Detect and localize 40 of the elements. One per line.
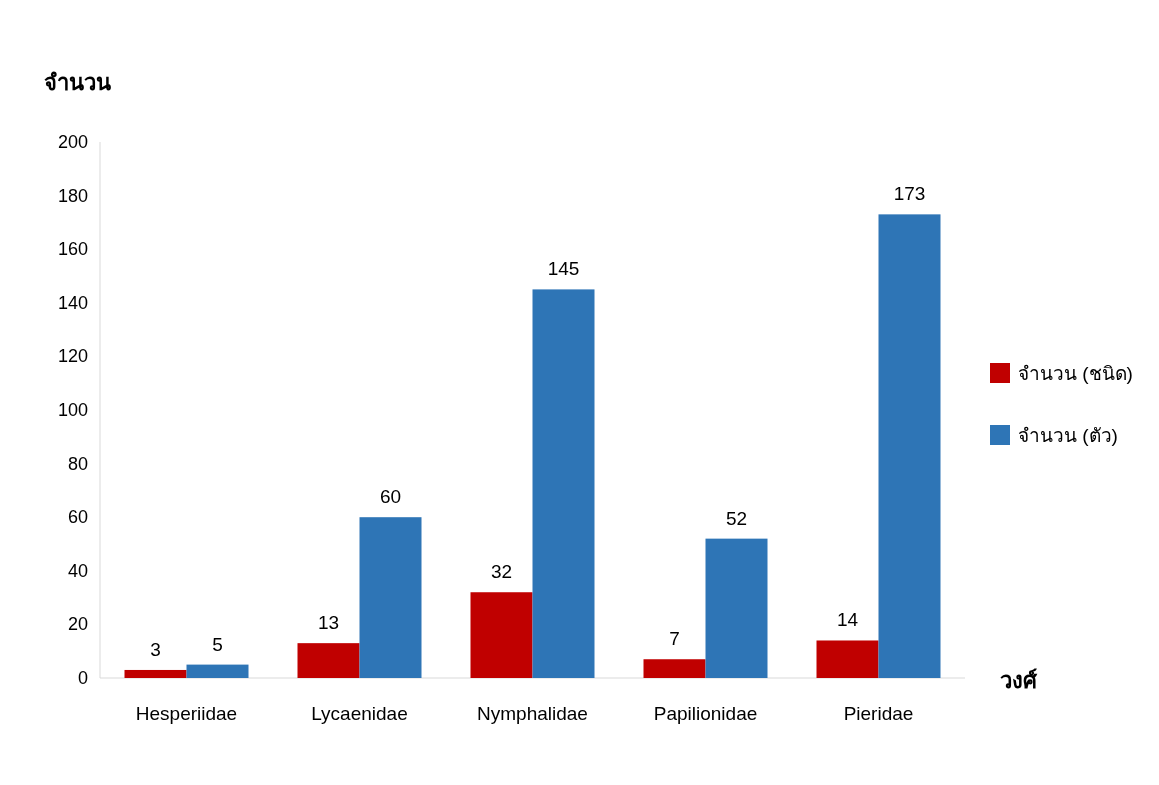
- bar: [359, 517, 422, 678]
- bar: [124, 669, 187, 678]
- data-label: 3: [150, 638, 161, 660]
- bar: [643, 659, 706, 678]
- data-label: 7: [669, 628, 680, 650]
- data-label: 52: [725, 507, 748, 529]
- data-label: 13: [317, 612, 340, 634]
- x-tick-label: Papilionidae: [653, 703, 758, 724]
- data-label: 173: [893, 183, 926, 205]
- x-tick-label: Lycaenidae: [311, 703, 408, 724]
- bar: [705, 538, 768, 678]
- data-label: 60: [379, 486, 402, 508]
- legend-label: จำนวน (ชนิด): [1018, 363, 1133, 384]
- data-label: 5: [212, 633, 223, 655]
- legend-label: จำนวน (ตัว): [1018, 425, 1118, 446]
- x-tick-label: Hesperiidae: [135, 703, 238, 724]
- y-tick-label: 60: [67, 507, 88, 528]
- y-tick-label: 0: [77, 668, 88, 688]
- x-tick-label: Pieridae: [843, 703, 914, 724]
- bar: [532, 289, 595, 678]
- bar: [470, 592, 533, 678]
- bar: [297, 643, 360, 678]
- y-tick-label: 140: [57, 292, 88, 313]
- y-tick-label: 200: [57, 132, 88, 152]
- bar: [816, 640, 879, 678]
- y-tick-label: 100: [57, 400, 88, 420]
- bar: [878, 214, 941, 678]
- y-axis-title: จำนวน: [44, 70, 111, 95]
- y-tick-label: 80: [67, 453, 88, 474]
- y-tick-label: 120: [57, 346, 88, 367]
- y-tick-label: 180: [57, 185, 88, 206]
- y-tick-label: 160: [57, 239, 88, 260]
- y-tick-label: 40: [67, 560, 88, 581]
- y-tick-label: 20: [67, 614, 88, 635]
- data-label: 32: [490, 561, 513, 583]
- x-tick-label: Nymphalidae: [477, 703, 588, 724]
- data-label: 14: [836, 609, 859, 631]
- data-label: 145: [547, 258, 580, 280]
- bar: [186, 664, 249, 678]
- x-axis-title: วงศ์: [1000, 668, 1038, 693]
